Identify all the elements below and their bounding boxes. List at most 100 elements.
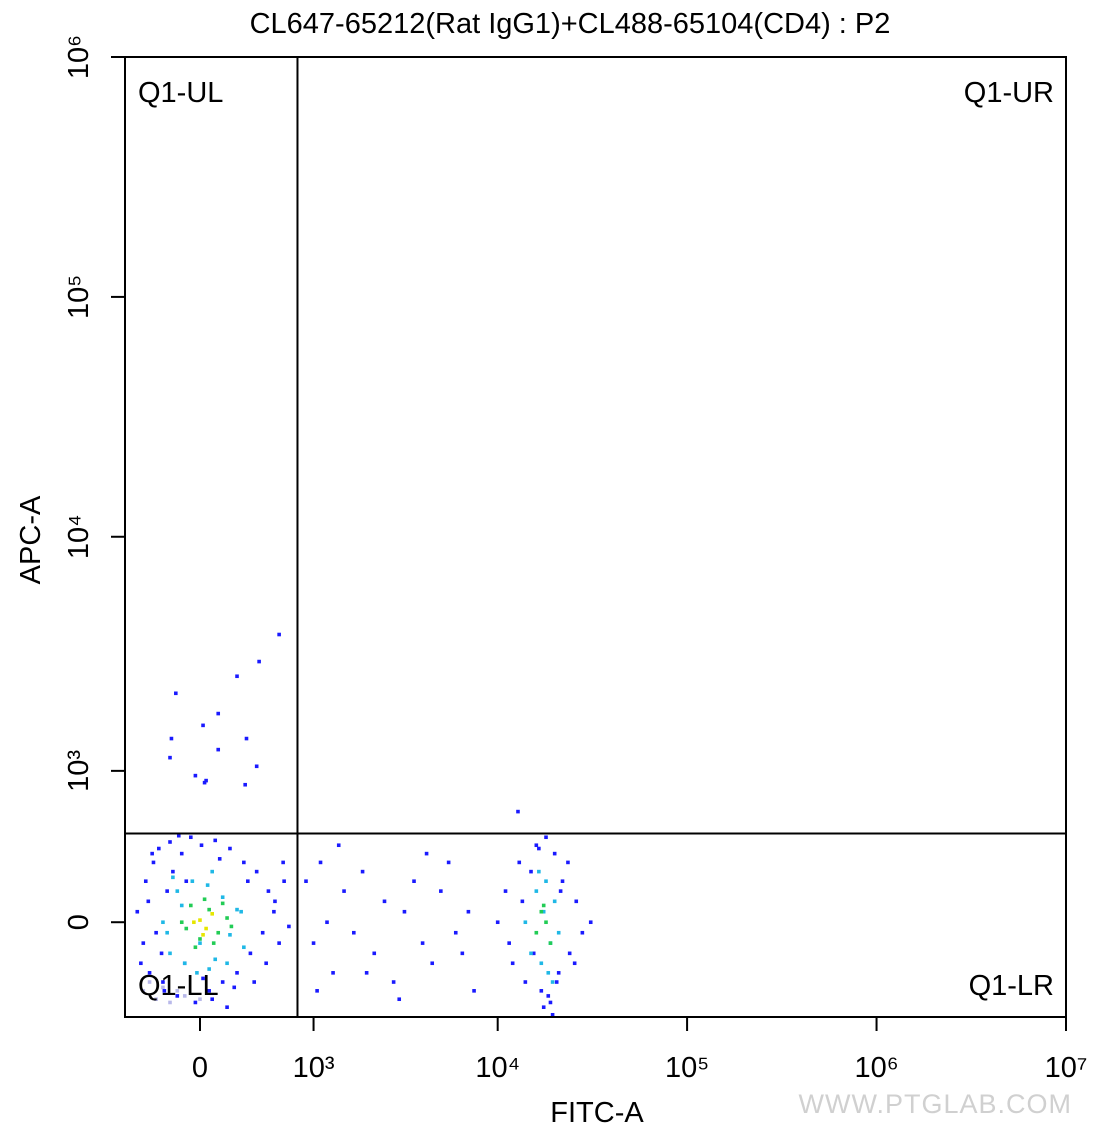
event-point bbox=[235, 907, 239, 912]
event-point bbox=[225, 916, 229, 920]
event-point bbox=[336, 843, 341, 848]
event-point bbox=[539, 961, 544, 966]
event-point bbox=[382, 899, 387, 904]
event-point bbox=[510, 961, 515, 966]
event-point bbox=[201, 976, 205, 981]
event-point bbox=[184, 879, 189, 883]
event-point bbox=[229, 924, 234, 929]
event-point bbox=[207, 989, 211, 993]
event-point bbox=[202, 780, 207, 785]
event-point bbox=[139, 961, 143, 966]
event-point bbox=[537, 846, 541, 851]
event-point bbox=[352, 930, 356, 935]
event-point bbox=[453, 930, 458, 935]
event-point bbox=[539, 909, 544, 914]
event-point bbox=[544, 879, 548, 883]
event-point bbox=[217, 857, 222, 861]
event-point bbox=[161, 980, 165, 984]
event-point bbox=[277, 632, 281, 637]
x-tick-label: 10⁶ bbox=[854, 1052, 898, 1084]
event-point bbox=[154, 930, 158, 935]
event-point bbox=[472, 989, 476, 993]
event-point bbox=[544, 920, 548, 925]
event-point bbox=[189, 835, 193, 840]
event-point bbox=[169, 736, 174, 741]
event-point bbox=[216, 711, 221, 716]
event-point bbox=[213, 838, 218, 843]
x-tick-label: 10³ bbox=[293, 1052, 335, 1084]
event-point bbox=[235, 971, 239, 975]
event-point bbox=[260, 930, 265, 935]
event-point bbox=[402, 909, 407, 914]
event-point bbox=[242, 945, 246, 950]
event-point bbox=[207, 967, 211, 971]
event-point bbox=[567, 951, 572, 956]
event-point bbox=[204, 778, 208, 783]
event-point bbox=[541, 1005, 546, 1010]
event-point bbox=[572, 961, 577, 966]
y-tick-label: 10³ bbox=[63, 750, 95, 792]
plot-frame bbox=[124, 56, 1067, 1018]
event-point bbox=[537, 869, 541, 874]
event-point bbox=[184, 926, 189, 931]
event-point bbox=[520, 899, 525, 904]
event-point bbox=[507, 941, 511, 945]
event-point bbox=[439, 889, 443, 893]
event-point bbox=[566, 860, 570, 865]
event-point bbox=[192, 920, 196, 925]
event-point bbox=[199, 843, 204, 848]
event-point bbox=[550, 1012, 555, 1017]
event-point bbox=[446, 860, 451, 865]
chart-title: CL647-65212(Rat IgG1)+CL488-65104(CD4) :… bbox=[250, 8, 891, 40]
event-point bbox=[539, 989, 544, 993]
event-point bbox=[161, 985, 165, 990]
event-point bbox=[246, 879, 250, 883]
event-point bbox=[254, 869, 259, 874]
event-point bbox=[141, 941, 146, 945]
event-point bbox=[157, 846, 161, 851]
event-point bbox=[235, 674, 239, 679]
event-point bbox=[147, 971, 152, 975]
x-tick-label: 10⁴ bbox=[475, 1052, 520, 1084]
event-point bbox=[534, 843, 539, 848]
event-point bbox=[360, 869, 365, 874]
event-point bbox=[342, 889, 346, 893]
event-point bbox=[198, 918, 202, 922]
event-point bbox=[228, 933, 232, 937]
event-point bbox=[220, 895, 225, 900]
event-point bbox=[391, 980, 396, 984]
event-point bbox=[220, 901, 225, 906]
quadrant-label: Q1-UL bbox=[138, 77, 223, 109]
event-point bbox=[154, 997, 158, 1002]
event-point bbox=[202, 897, 207, 902]
event-point bbox=[424, 851, 429, 856]
event-point bbox=[277, 941, 281, 945]
event-point bbox=[282, 879, 286, 883]
event-point bbox=[147, 980, 152, 984]
event-point bbox=[273, 899, 277, 904]
event-point bbox=[165, 930, 169, 935]
y-tick-label: 10⁴ bbox=[63, 514, 95, 559]
points-layer bbox=[135, 632, 593, 1017]
event-point bbox=[193, 773, 198, 778]
event-point bbox=[318, 860, 323, 865]
event-point bbox=[159, 951, 164, 956]
y-tick-label: 10⁵ bbox=[63, 275, 95, 319]
event-point bbox=[195, 971, 199, 975]
event-point bbox=[239, 909, 243, 914]
event-point bbox=[179, 903, 184, 908]
event-point bbox=[161, 920, 165, 925]
event-point bbox=[495, 920, 500, 925]
event-point bbox=[176, 833, 181, 838]
event-point bbox=[151, 860, 156, 865]
event-point bbox=[574, 899, 579, 904]
event-point bbox=[397, 997, 402, 1002]
event-point bbox=[201, 723, 205, 728]
event-point bbox=[281, 860, 285, 865]
event-point bbox=[558, 889, 563, 893]
event-point bbox=[529, 951, 533, 956]
watermark: WWW.PTGLAB.COM bbox=[799, 1089, 1073, 1119]
event-point bbox=[201, 933, 205, 937]
event-point bbox=[541, 909, 546, 914]
